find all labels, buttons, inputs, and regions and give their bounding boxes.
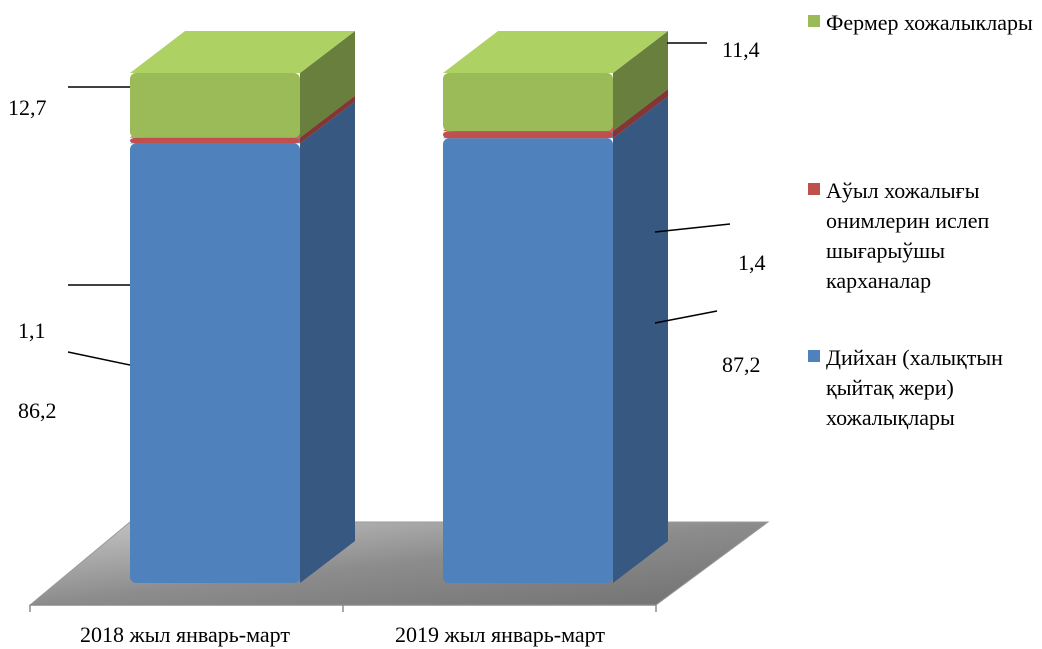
data-label-2-1: 11,4 <box>722 37 760 62</box>
legend-label-household: Дийхан (халықтын қыйтақ жери) хожалықлар… <box>826 345 1003 430</box>
x-tick-label-1: 2019 жыл январь-март <box>395 622 605 647</box>
data-label-1-1: 1,4 <box>738 250 766 275</box>
data-label-2-0: 12,7 <box>8 95 47 120</box>
bar-segment-0-1 <box>443 96 668 583</box>
bar-top-2-0 <box>130 31 355 73</box>
leader-line-1-1 <box>654 223 731 233</box>
legend-swatch-enterprises <box>808 183 820 195</box>
bar-top-2-1 <box>443 31 668 73</box>
legend-swatch-farmer <box>808 15 820 27</box>
leader-line-0-1 <box>654 310 718 324</box>
data-label-1-0: 1,1 <box>18 318 46 343</box>
bar-segment-2-1 <box>443 31 668 132</box>
bar-front-1-0 <box>130 137 300 144</box>
bar-side-1-0 <box>300 95 355 144</box>
x-tick-label-0: 2018 жыл январь-март <box>80 622 290 647</box>
bar-front-1-1 <box>443 131 613 139</box>
bar-front-0-0 <box>130 143 300 583</box>
bar-front-2-0 <box>130 73 300 138</box>
legend-label-enterprises: Аўыл хожалығы онимлерин ислеп шығарыўшы … <box>826 178 990 293</box>
data-label-0-1: 87,2 <box>722 352 761 377</box>
bar-side-1-1 <box>613 89 668 139</box>
data-label-0-0: 86,2 <box>18 398 57 423</box>
bar-front-0-1 <box>443 138 613 583</box>
bar-side-2-0 <box>300 31 355 138</box>
legend-label-farmer: Фермер хожалыклары <box>826 10 1033 35</box>
bar-side-0-1 <box>613 96 668 583</box>
leader-line-0-0 <box>67 351 131 366</box>
legend-swatch-household <box>808 350 820 362</box>
bar-side-0-0 <box>300 101 355 583</box>
bar-front-2-1 <box>443 73 613 132</box>
bar-side-2-1 <box>613 31 668 132</box>
bar-segment-2-0 <box>130 31 355 138</box>
bar-segment-0-0 <box>130 101 355 583</box>
